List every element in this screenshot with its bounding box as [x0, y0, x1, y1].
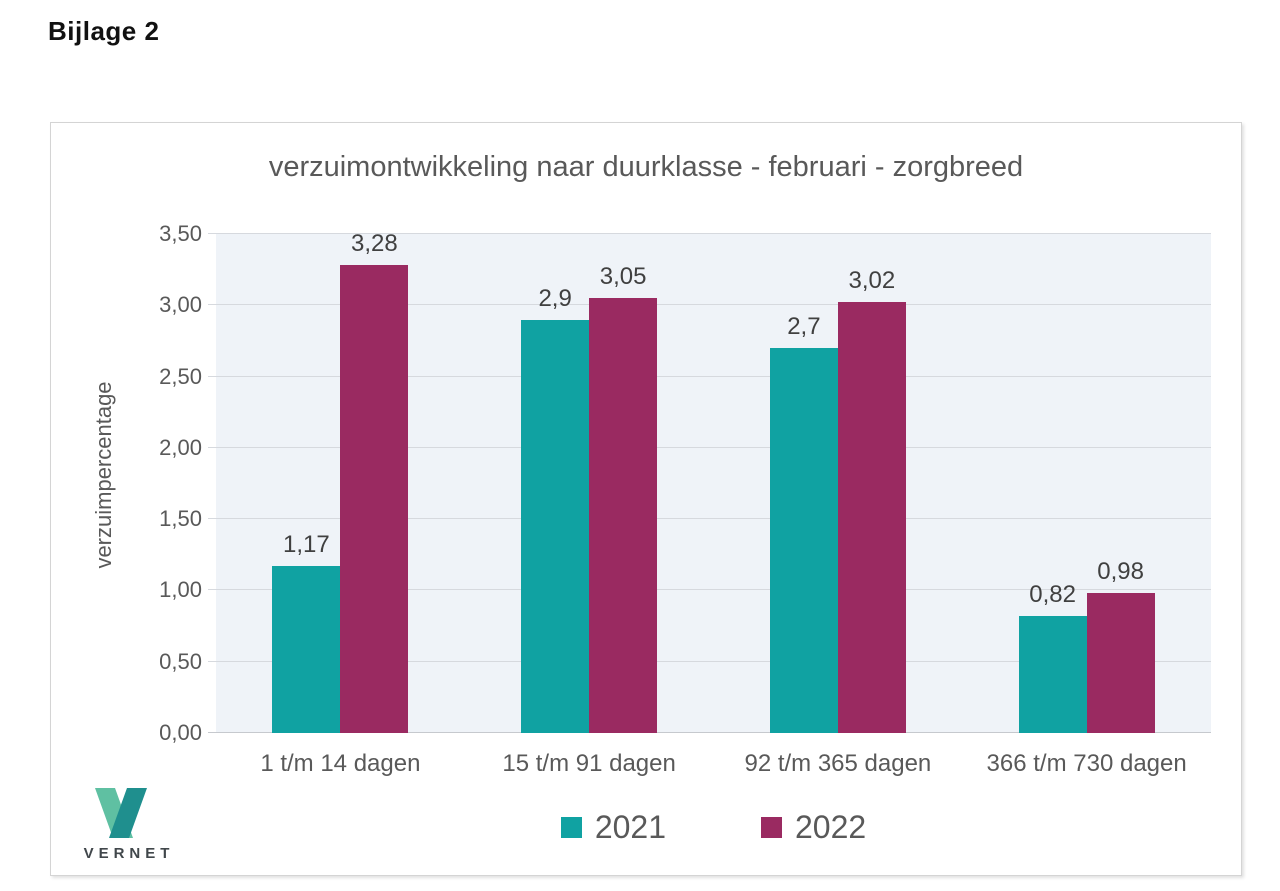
- bar-value-label: 0,82: [1029, 581, 1076, 609]
- bar-value-label: 0,98: [1097, 558, 1144, 586]
- y-tick-label: 2,00: [159, 434, 202, 460]
- vernet-logo: VERNET: [59, 785, 259, 862]
- x-category-label: 15 t/m 91 dagen: [502, 750, 676, 777]
- bar-value-label: 2,9: [538, 284, 572, 312]
- bar-2022: 3,02: [837, 267, 906, 733]
- bar-2021: 1,17: [272, 531, 341, 733]
- legend-swatch-icon: [560, 817, 582, 838]
- bar-group: 2,9 3,05: [465, 234, 714, 733]
- bar-2021: 2,9: [521, 285, 590, 733]
- bar-2022: 3,05: [589, 263, 658, 733]
- gridline: [208, 589, 1211, 591]
- plot-area: 1,17 3,28 2,9 3,05 2,7 3,02 0,82 0,98: [208, 230, 1211, 733]
- bar-value-label: 3,28: [351, 230, 398, 258]
- x-category-label: 366 t/m 730 dagen: [986, 750, 1187, 777]
- logo-right-stroke: [109, 788, 147, 838]
- x-category-labels: 1 t/m 14 dagen 15 t/m 91 dagen 92 t/m 365 …: [216, 750, 1211, 778]
- y-tick-label: 3,50: [159, 221, 202, 246]
- document-heading: Bijlage 2: [48, 16, 160, 46]
- legend-swatch-icon: [761, 817, 782, 838]
- x-category-label: 92 t/m 365 dagen: [744, 750, 932, 777]
- chart-card: verzuimontwikkeling naar duurklasse - fe…: [50, 122, 1242, 876]
- bar-value-label: 3,02: [848, 267, 896, 295]
- legend-item-2022: 2022: [761, 809, 866, 846]
- bar-group: 2,7 3,02: [714, 234, 963, 733]
- y-tick-label: 1,00: [159, 577, 202, 603]
- chart-title: verzuimontwikkeling naar duurklasse - fe…: [268, 151, 1024, 183]
- vernet-logo-icon: [95, 788, 147, 838]
- chart-legend: 2021 2022: [216, 809, 1211, 846]
- gridlines: [208, 233, 1211, 733]
- y-tick-label: 0,50: [159, 648, 202, 674]
- bar-groups: 1,17 3,28 2,9 3,05 2,7 3,02 0,82 0,98: [216, 230, 1211, 733]
- gridline: [208, 732, 1211, 733]
- legend-label: 2021: [594, 809, 666, 845]
- gridline: [208, 660, 1211, 662]
- gridline: [208, 304, 1211, 306]
- bar-2022: 3,28: [340, 230, 409, 733]
- legend-label: 2022: [795, 809, 867, 845]
- bar-value-label: 2,7: [787, 313, 821, 341]
- y-tick-labels: 0,00 0,50 1,00 1,50 2,00 2,50 3,00 3,50: [51, 223, 202, 744]
- gridline: [208, 233, 1211, 234]
- gridline: [208, 446, 1211, 448]
- bar-2021: 2,7: [769, 313, 838, 733]
- bar-value-label: 3,05: [599, 263, 647, 291]
- legend-item-2021: 2021: [560, 809, 666, 846]
- x-category-label: 1 t/m 14 dagen: [260, 750, 421, 777]
- bar-value-label: 1,17: [283, 531, 330, 559]
- bar-group: 0,82 0,98: [962, 234, 1211, 733]
- y-tick-label: 3,00: [159, 292, 202, 318]
- bar-2022: 0,98: [1086, 558, 1155, 733]
- gridline: [208, 518, 1211, 520]
- gridline: [208, 375, 1211, 377]
- bar-2021: 0,82: [1018, 581, 1087, 733]
- y-tick-label: 1,50: [159, 506, 202, 532]
- bar-group: 1,17 3,28: [216, 230, 465, 733]
- vernet-logo-text: VERNET: [83, 845, 175, 862]
- y-tick-label: 2,50: [159, 363, 202, 389]
- y-tick-label: 0,00: [159, 720, 202, 745]
